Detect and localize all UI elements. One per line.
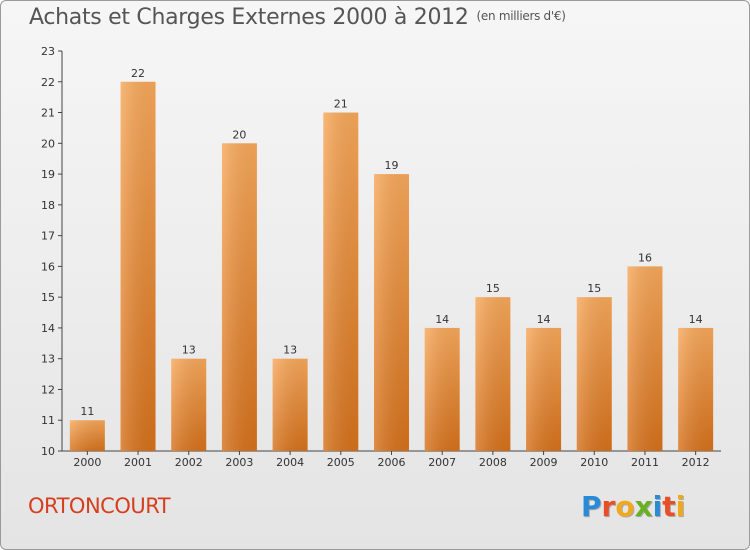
bar-shade	[627, 266, 663, 451]
bar-shade	[120, 81, 156, 452]
x-tick-label: 2005	[327, 456, 355, 469]
x-tick-label: 2003	[225, 456, 253, 469]
bar-shade	[526, 327, 562, 451]
x-tick-label: 2007	[428, 456, 456, 469]
bar-shade	[374, 174, 409, 452]
bar-shade	[272, 358, 308, 451]
data-label: 20	[232, 128, 246, 141]
y-tick-label: 21	[41, 107, 55, 120]
data-label: 13	[182, 344, 196, 357]
bar-shade	[475, 297, 511, 451]
proxiti-logo: Proxiti	[581, 490, 685, 523]
commune-name: ORTONCOURT	[28, 494, 171, 518]
x-tick-label: 2012	[682, 456, 710, 469]
data-label: 16	[638, 251, 652, 264]
x-tick-label: 2006	[378, 456, 406, 469]
data-label: 11	[80, 405, 94, 418]
x-tick-label: 2002	[175, 456, 203, 469]
data-label: 22	[131, 67, 145, 80]
y-tick-label: 14	[41, 322, 55, 335]
logo-letter: r	[601, 490, 616, 523]
y-tick-label: 20	[41, 137, 55, 150]
x-tick-label: 2011	[631, 456, 659, 469]
x-tick-label: 2009	[530, 456, 558, 469]
bar-shade	[424, 327, 460, 451]
logo-letter: x	[634, 490, 653, 523]
y-tick-label: 19	[41, 168, 55, 181]
data-label: 14	[435, 313, 449, 326]
logo-letter: t	[662, 490, 676, 523]
y-tick-label: 16	[41, 260, 55, 273]
chart-title: Achats et Charges Externes 2000 à 2012 (e…	[29, 5, 566, 30]
bar-shade	[221, 143, 257, 452]
logo-letter: P	[581, 490, 602, 523]
y-tick-label: 11	[41, 414, 55, 427]
y-tick-label: 15	[41, 291, 55, 304]
y-tick-label: 13	[41, 353, 55, 366]
bar-shade	[576, 297, 612, 451]
x-tick-label: 2010	[580, 456, 608, 469]
title-text: Achats et Charges Externes 2000 à 2012	[29, 5, 469, 30]
logo-letter: i	[675, 490, 686, 523]
y-tick-label: 18	[41, 199, 55, 212]
y-tick-label: 10	[41, 445, 55, 458]
data-label: 19	[385, 159, 399, 172]
bar-shade	[69, 420, 105, 451]
data-label: 21	[334, 98, 348, 111]
logo-letter: o	[615, 490, 635, 523]
x-tick-label: 2001	[124, 456, 152, 469]
x-tick-label: 2000	[73, 456, 101, 469]
y-tick-label: 23	[41, 45, 55, 58]
logo-letter: i	[652, 490, 663, 523]
y-tick-label: 22	[41, 76, 55, 89]
data-label: 15	[486, 282, 500, 295]
y-tick-label: 17	[41, 230, 55, 243]
data-label: 15	[587, 282, 601, 295]
data-label: 14	[689, 313, 703, 326]
data-label: 13	[283, 344, 297, 357]
x-tick-label: 2004	[276, 456, 304, 469]
bar-shade	[678, 327, 714, 451]
x-tick-label: 2008	[479, 456, 507, 469]
chart-subtitle: (en milliers d'€)	[476, 9, 566, 23]
bar-shade	[323, 112, 359, 452]
data-label: 14	[537, 313, 551, 326]
y-tick-label: 12	[41, 383, 55, 396]
bar-shade	[171, 358, 207, 451]
